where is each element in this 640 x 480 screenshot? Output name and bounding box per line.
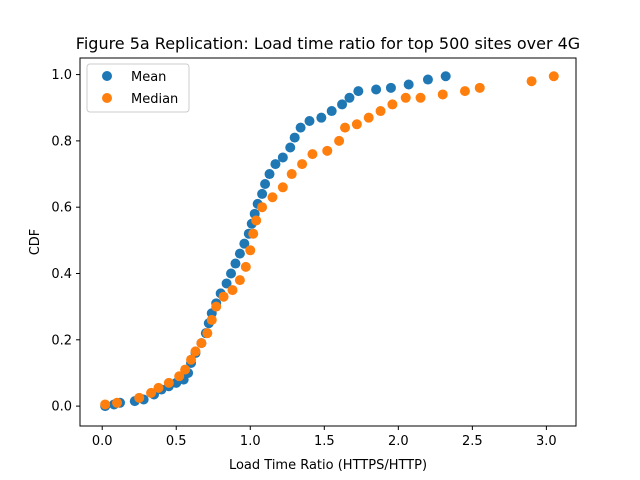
data-point-median [251, 215, 262, 226]
data-point-median [548, 71, 559, 82]
data-point-median [174, 371, 185, 382]
data-point-median [211, 301, 222, 312]
x-tick-label: 2.0 [388, 434, 409, 449]
data-point-mean [289, 132, 300, 143]
chart-title: Figure 5a Replication: Load time ratio f… [76, 34, 580, 53]
data-point-median [437, 89, 448, 100]
data-point-median [245, 245, 256, 256]
data-point-median [234, 275, 245, 286]
data-point-median [190, 346, 201, 357]
x-tick-label: 0.0 [92, 434, 113, 449]
data-point-median [196, 338, 207, 349]
data-point-median [363, 112, 374, 123]
x-tick-label: 3.0 [536, 434, 557, 449]
data-point-median [526, 76, 537, 87]
data-point-median [240, 261, 251, 272]
y-tick-label: 0.8 [51, 134, 72, 149]
data-point-median [206, 314, 217, 325]
data-point-median [146, 387, 157, 398]
y-axis: 0.0 0.2 0.4 0.6 0.8 1.0 [51, 68, 80, 415]
data-point-mean [295, 122, 306, 133]
data-point-median [227, 285, 238, 296]
data-point-median [163, 377, 174, 388]
legend: Mean Median [86, 63, 190, 113]
data-point-mean [234, 248, 245, 259]
data-point-mean [403, 79, 414, 90]
data-point-mean [270, 159, 281, 170]
y-axis-title: CDF [28, 229, 43, 256]
data-point-mean [385, 82, 396, 93]
legend-marker-median [102, 93, 112, 103]
data-point-median [375, 106, 386, 117]
data-point-median [134, 392, 145, 403]
series-median [100, 71, 559, 410]
data-point-mean [440, 71, 451, 82]
data-point-mean [422, 74, 433, 85]
data-point-median [180, 364, 191, 375]
data-point-mean [326, 106, 337, 117]
data-point-mean [230, 258, 241, 269]
x-axis: 0.0 0.5 1.0 1.5 2.0 2.5 3.0 [92, 426, 557, 449]
y-tick-label: 0.4 [51, 267, 72, 282]
data-point-median [322, 145, 333, 156]
data-point-median [474, 82, 485, 93]
data-point-median [387, 99, 398, 110]
data-point-median [351, 119, 362, 130]
legend-label-mean: Mean [131, 70, 166, 85]
data-point-mean [337, 99, 348, 110]
data-point-mean [344, 92, 355, 103]
data-point-mean [285, 142, 296, 153]
legend-frame [86, 63, 190, 113]
data-point-mean [353, 86, 364, 97]
data-point-median [297, 159, 308, 170]
data-point-median [286, 169, 297, 180]
data-point-mean [264, 169, 275, 180]
data-point-mean [260, 178, 271, 189]
y-tick-label: 0.0 [51, 400, 72, 415]
data-point-mean [277, 152, 288, 163]
data-point-median [202, 328, 213, 339]
data-point-median [415, 92, 426, 103]
data-point-median [248, 228, 259, 239]
x-tick-label: 2.5 [462, 434, 483, 449]
legend-label-median: Median [131, 92, 178, 107]
x-tick-label: 0.5 [166, 434, 187, 449]
y-tick-label: 0.2 [51, 333, 72, 348]
data-point-mean [316, 112, 327, 123]
data-point-median [459, 86, 470, 97]
data-point-mean [257, 188, 268, 199]
x-axis-title: Load Time Ratio (HTTPS/HTTP) [229, 458, 427, 473]
data-point-median [400, 92, 411, 103]
data-point-mean [239, 238, 250, 249]
data-point-median [100, 399, 111, 410]
y-tick-label: 0.6 [51, 201, 72, 216]
data-point-median [277, 182, 288, 193]
x-tick-label: 1.5 [314, 434, 335, 449]
data-point-mean [371, 84, 382, 95]
data-point-mean [226, 268, 237, 279]
data-point-mean [221, 278, 232, 289]
data-point-median [340, 122, 351, 133]
data-points [100, 71, 559, 412]
data-point-median [307, 149, 318, 160]
data-point-median [218, 291, 229, 302]
x-tick-label: 1.0 [240, 434, 261, 449]
legend-marker-mean [102, 71, 112, 81]
plot-frame [79, 57, 577, 427]
data-point-median [153, 382, 164, 393]
data-point-median [186, 354, 197, 365]
data-point-median [334, 135, 345, 146]
data-point-median [112, 397, 123, 408]
y-tick-label: 1.0 [51, 68, 72, 83]
data-point-median [267, 192, 278, 203]
data-point-mean [304, 115, 315, 126]
data-point-median [257, 202, 268, 213]
